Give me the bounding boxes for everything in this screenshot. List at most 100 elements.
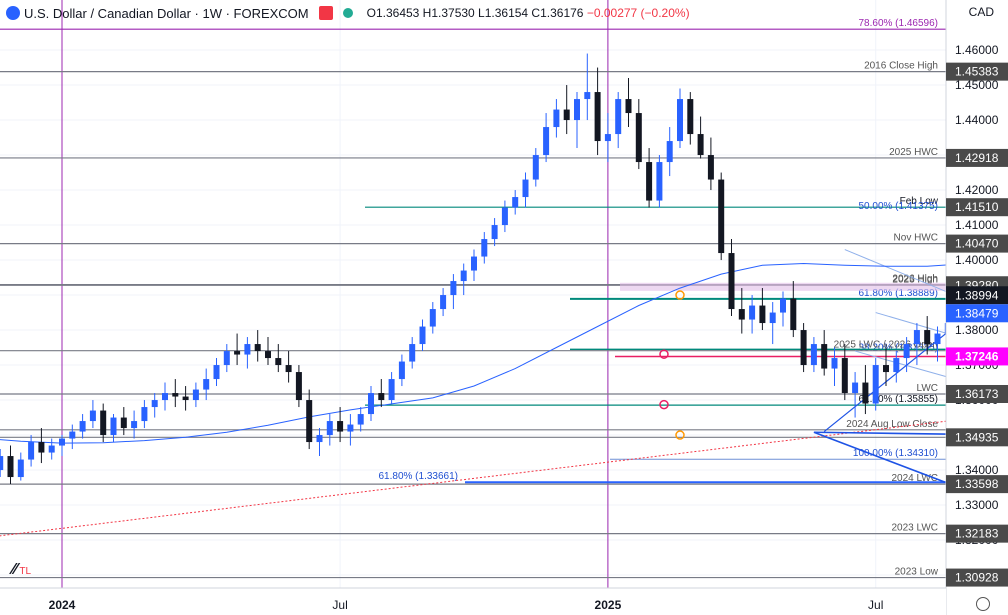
channel-line [813, 431, 1008, 436]
level-label: 2023 High [892, 274, 938, 285]
candle-body [419, 326, 426, 345]
candle-body [759, 305, 766, 324]
price-tag-box [946, 234, 1008, 253]
moving-average [0, 259, 1008, 444]
candle-body [203, 379, 210, 390]
flag-icon[interactable] [318, 6, 333, 20]
time-tick-label: 2024 [49, 598, 76, 612]
candle-body [800, 330, 807, 366]
price-tick-label: 1.33000 [955, 498, 999, 512]
level-label: Feb Low [900, 196, 939, 207]
level-label: 2016 Close High [864, 61, 938, 72]
level-label: 2024 LWC [891, 473, 938, 484]
time-tick-label: 2025 [595, 598, 622, 612]
price-tag-box [946, 304, 1008, 323]
level-label: 100.00% (1.34310) [853, 448, 938, 459]
price-tag-label: 1.30928 [955, 571, 999, 585]
candle-body [491, 225, 498, 240]
candle-body [337, 421, 344, 432]
candle-body [604, 134, 611, 142]
level-label: 50.00% (1.41375) [858, 201, 938, 212]
price-tick-label: 1.45000 [955, 78, 999, 92]
candle-body [429, 309, 436, 327]
circle-markers [659, 290, 685, 440]
candle-body [893, 358, 900, 373]
price-tag-label: 1.34935 [955, 430, 999, 444]
price-tag-label: 1.36173 [955, 387, 999, 401]
candle-body [213, 365, 220, 380]
candle-body [471, 256, 477, 271]
logo-mark-icon: ⁄⁄ [12, 561, 18, 578]
level-label: 38.20% (1.37335) [858, 342, 938, 353]
price-tag-label: 1.38994 [955, 288, 999, 302]
candle-body [388, 379, 395, 401]
candle-body [728, 253, 735, 310]
candle-body [89, 410, 96, 422]
candle-body [306, 400, 313, 443]
tradingview-logo[interactable]: ⁄⁄ TL [12, 561, 31, 579]
price-tag-label: 1.45383 [955, 65, 999, 79]
currency-label[interactable]: CAD [968, 5, 994, 19]
candle-body [635, 113, 642, 163]
time-axis[interactable]: 2024Jul2025Jul2026Jul2027 [0, 587, 1008, 615]
level-label: 2025 HWC [889, 147, 938, 158]
go-to-date-icon[interactable] [976, 597, 990, 611]
candle-body [17, 459, 24, 478]
level-label: 2024 Aug Low Close [846, 419, 938, 430]
price-tag-box [946, 524, 1008, 543]
candle-body [522, 179, 529, 198]
level-label: 61.80% (1.35855) [858, 394, 938, 405]
price-tag-label: 1.32183 [955, 527, 999, 541]
vertical-markers [61, 0, 609, 588]
candle-body [378, 393, 385, 401]
candle-body [28, 442, 35, 460]
candle-body [120, 417, 127, 429]
market-status-icon[interactable] [342, 8, 353, 18]
price-tag-label: 1.42918 [955, 151, 999, 165]
candle-body [254, 344, 261, 352]
candle-body [718, 179, 725, 254]
price-tag-label: 1.41510 [955, 200, 999, 214]
symbol-icon[interactable] [6, 6, 20, 20]
chart-title[interactable]: U.S. Dollar / Canadian Dollar · 1W · FOR… [24, 5, 309, 21]
resistance-zone [620, 282, 946, 291]
level-label: 61.80% (1.33661) [378, 471, 458, 482]
candle-body [110, 417, 117, 436]
candle-body [295, 372, 302, 401]
price-tag-box [946, 428, 1008, 447]
price-tag-label: 1.38479 [955, 306, 999, 320]
time-tick-label: Jul [332, 598, 347, 612]
candle-body [852, 382, 859, 394]
level-label: LWC [917, 383, 938, 394]
candle-body [883, 365, 889, 373]
price-tick-label: 1.46000 [955, 43, 999, 57]
candle-body [821, 344, 828, 369]
candle-body [265, 351, 271, 359]
candle-body [924, 330, 931, 345]
candle-body [646, 162, 653, 201]
candle-body [810, 344, 817, 366]
price-tag-label: 1.37246 [955, 349, 999, 363]
level-label: 61.80% (1.38889) [858, 288, 938, 299]
price-tick-label: 1.44000 [955, 113, 999, 127]
candle-body [172, 393, 179, 397]
candle-body [162, 393, 168, 401]
logo-text: TL [19, 566, 32, 577]
candle-body [440, 295, 447, 310]
target-circle [659, 349, 669, 359]
candle-body [100, 410, 107, 436]
candle-body [398, 361, 405, 380]
candle-body [234, 351, 241, 355]
level-label: 2023 LWC [891, 523, 938, 534]
price-change: −0.00277 (−0.20%) [586, 6, 690, 20]
ohlc-values: O1.36453 H1.37530 L1.36154 C1.36176 [366, 6, 584, 20]
candle-body [862, 382, 869, 404]
price-tag-label: 1.40470 [955, 237, 999, 251]
candle-body [687, 99, 694, 135]
target-circle [675, 430, 685, 440]
candle-body [584, 92, 591, 100]
price-tick-label: 1.40000 [955, 253, 999, 267]
candle-body [141, 407, 148, 422]
price-tick-label: 1.38000 [955, 323, 999, 337]
